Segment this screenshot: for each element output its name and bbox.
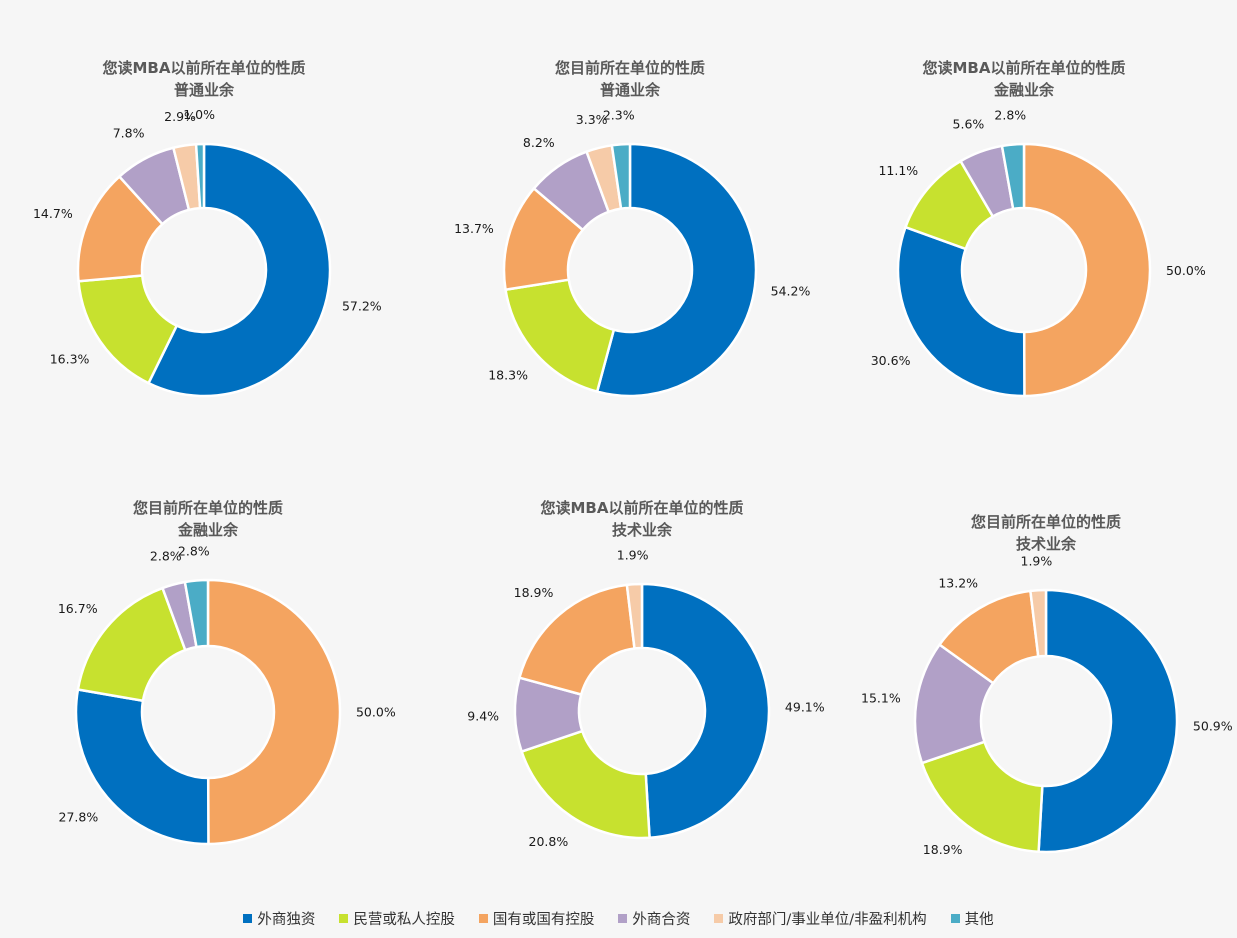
data-label: 2.9% <box>164 109 196 124</box>
legend-label: 外商独资 <box>257 911 316 928</box>
chart-title: 您读MBA以前所在单位的性质 <box>922 59 1126 77</box>
legend-swatch <box>714 913 724 923</box>
data-label: 1.9% <box>1021 553 1053 568</box>
slice-民营或私人控股 <box>520 729 651 840</box>
data-label: 2.3% <box>603 107 635 122</box>
data-label: 11.1% <box>878 163 918 178</box>
data-label: 2.8% <box>178 544 210 559</box>
slice-政府部门/事业单位/非盈利机构 <box>1029 588 1048 658</box>
slice-国有或国有控股 <box>518 583 636 696</box>
chart-title: 您读MBA以前所在单位的性质 <box>102 59 306 77</box>
data-label: 1.9% <box>617 547 649 562</box>
chart-subtitle: 金融业余 <box>993 81 1055 99</box>
data-label: 5.6% <box>953 117 985 132</box>
legend-label: 民营或私人控股 <box>353 911 455 928</box>
data-label: 20.8% <box>529 834 569 849</box>
chart-title: 您目前所在单位的性质 <box>970 513 1121 531</box>
chart-title: 您目前所在单位的性质 <box>554 59 705 77</box>
data-label: 18.3% <box>488 367 528 382</box>
donut-charts-canvas: 您读MBA以前所在单位的性质普通业余57.2%16.3%14.7%7.8%2.9… <box>33 59 1233 857</box>
data-label: 3.3% <box>576 112 608 127</box>
slice-民营或私人控股 <box>504 278 616 393</box>
chart-subtitle: 普通业余 <box>174 81 235 99</box>
slice-其他 <box>194 142 206 210</box>
data-label: 50.0% <box>1166 263 1206 278</box>
legend-item: 其他 <box>950 908 994 929</box>
data-label: 14.7% <box>33 206 73 221</box>
slice-其他 <box>610 142 632 210</box>
data-label: 15.1% <box>861 690 901 705</box>
data-label: 13.7% <box>454 221 494 236</box>
data-label: 13.2% <box>938 575 978 590</box>
legend-label: 国有或国有控股 <box>492 911 595 928</box>
data-label: 54.2% <box>771 284 811 299</box>
data-label: 2.8% <box>150 549 182 564</box>
data-label: 7.8% <box>113 125 145 140</box>
chart-subtitle: 普通业余 <box>600 81 661 99</box>
legend-label: 其他 <box>964 911 994 928</box>
chart-subtitle: 技术业余 <box>1016 535 1077 553</box>
slice-其他 <box>183 578 210 649</box>
chart-subtitle: 技术业余 <box>612 521 673 539</box>
slice-外商独资 <box>896 225 1026 398</box>
slice-政府部门/事业单位/非盈利机构 <box>625 582 644 650</box>
data-label: 27.8% <box>59 810 99 825</box>
data-label: 18.9% <box>514 585 554 600</box>
data-label: 50.0% <box>356 705 396 720</box>
chart-title: 您读MBA以前所在单位的性质 <box>540 499 744 517</box>
data-label: 16.7% <box>58 601 98 616</box>
slice-外商独资 <box>595 142 758 398</box>
data-label: 2.8% <box>994 108 1026 123</box>
data-label: 8.2% <box>523 135 555 150</box>
data-label: 50.9% <box>1193 719 1233 734</box>
legend-item: 政府部门/事业单位/非盈利机构 <box>714 908 927 929</box>
slice-民营或私人控股 <box>920 740 1044 854</box>
legend-swatch <box>618 913 628 923</box>
legend: 外商独资 民营或私人控股 国有或国有控股 外商合资 政府部门/事业单位/非盈利机构 其他 <box>0 903 1237 933</box>
slice-外商独资 <box>640 582 771 840</box>
legend-swatch <box>339 913 349 923</box>
legend-label: 外商合资 <box>632 911 691 928</box>
data-label: 1.0% <box>183 107 215 122</box>
legend-item: 外商合资 <box>618 908 690 929</box>
legend-item: 外商独资 <box>243 908 315 929</box>
legend-item: 国有或国有控股 <box>478 908 595 929</box>
data-label: 57.2% <box>342 298 382 313</box>
data-label: 49.1% <box>785 699 825 714</box>
legend-label: 政府部门/事业单位/非盈利机构 <box>728 911 927 928</box>
data-label: 18.9% <box>923 842 963 857</box>
legend-swatch <box>950 913 960 923</box>
slice-外商独资 <box>147 142 332 398</box>
legend-item: 民营或私人控股 <box>339 908 455 929</box>
slice-外商独资 <box>74 688 210 846</box>
slice-其他 <box>1000 142 1026 211</box>
legend-swatch <box>478 913 488 923</box>
chart-title: 您目前所在单位的性质 <box>132 499 283 517</box>
chart-subtitle: 金融业余 <box>177 521 239 539</box>
legend-swatch <box>243 913 253 923</box>
slice-国有或国有控股 <box>206 578 342 846</box>
data-label: 9.4% <box>467 709 499 724</box>
data-label: 16.3% <box>50 351 90 366</box>
data-label: 30.6% <box>871 353 911 368</box>
slice-外商独资 <box>1037 588 1179 854</box>
slice-国有或国有控股 <box>1022 142 1152 398</box>
